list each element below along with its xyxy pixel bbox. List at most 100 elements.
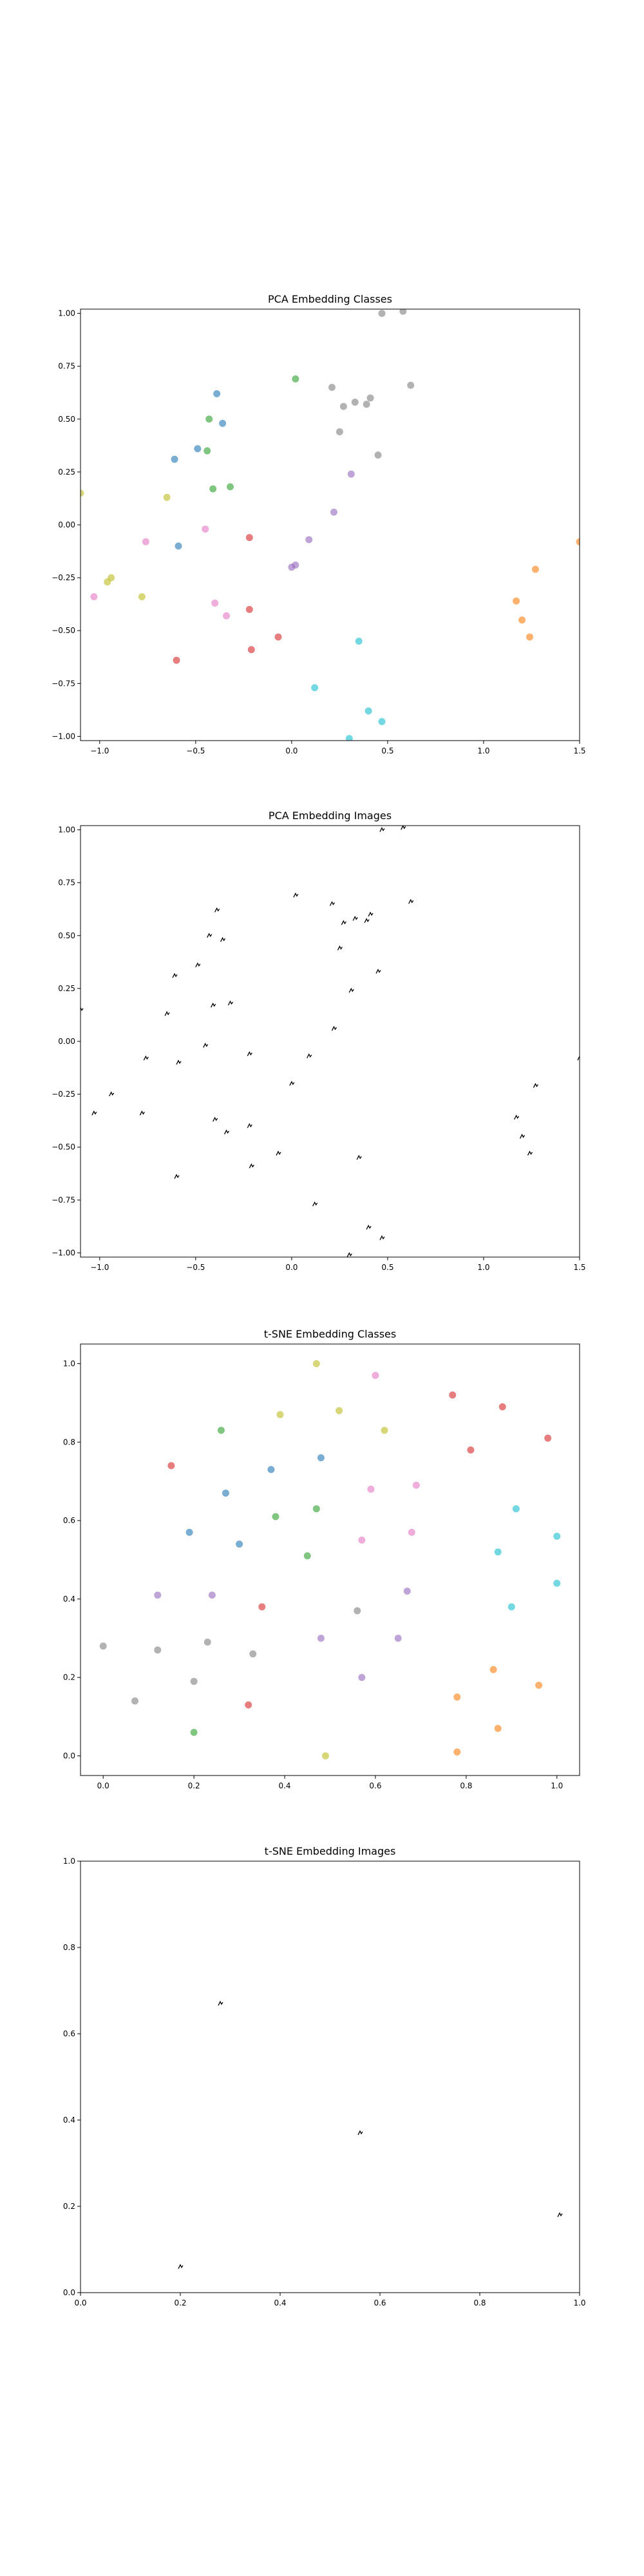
image-marker-glyph (80, 1007, 84, 1012)
x-tick-label: 0.4 (278, 1781, 290, 1790)
data-point (494, 1725, 502, 1732)
data-point (507, 1603, 515, 1611)
data-point (453, 1693, 461, 1701)
data-point (142, 538, 149, 545)
image-marker (368, 911, 374, 917)
image-marker-glyph (346, 1252, 352, 1257)
image-marker (357, 2130, 363, 2136)
data-point (553, 1532, 561, 1540)
data-point (403, 1587, 411, 1595)
data-point (202, 526, 209, 533)
data-point (412, 1481, 420, 1489)
image-marker (207, 933, 213, 938)
image-marker-glyph (312, 1201, 318, 1207)
image-marker-glyph (329, 901, 336, 906)
data-point (351, 399, 359, 406)
image-marker-glyph (276, 1150, 281, 1156)
data-point (312, 1505, 320, 1513)
image-marker (91, 1110, 97, 1115)
image-marker (213, 1117, 218, 1122)
image-marker-glyph (307, 1053, 312, 1059)
image-marker (203, 1043, 209, 1048)
data-point (317, 1454, 325, 1462)
y-tick-label: 0.00 (58, 1037, 75, 1046)
data-point (321, 1752, 329, 1760)
image-marker-glyph (337, 945, 343, 951)
x-tick-label: 0.2 (174, 2298, 186, 2307)
y-tick-label: 0.2 (63, 1673, 75, 1682)
image-marker-glyph (331, 1025, 337, 1031)
data-point (367, 1485, 375, 1493)
chart-title: t-SNE Embedding Images (265, 1845, 396, 1857)
image-marker-glyph (174, 1173, 180, 1179)
image-marker-glyph (356, 1155, 362, 1160)
image-marker-glyph (172, 972, 178, 978)
image-marker (289, 1081, 295, 1086)
image-marker (220, 936, 226, 942)
data-point (245, 534, 253, 542)
image-marker (218, 2000, 223, 2006)
data-point (245, 1701, 252, 1709)
y-tick-label: 0.2 (63, 2202, 75, 2211)
image-marker (557, 2211, 563, 2217)
x-tick-label: 0.0 (285, 1263, 298, 1272)
x-tick-label: 0.5 (381, 1263, 393, 1272)
data-point (190, 1678, 198, 1685)
x-tick-label: 0.6 (369, 1781, 381, 1790)
data-point (355, 638, 363, 645)
data-point (336, 428, 343, 435)
image-marker (247, 1051, 252, 1056)
image-marker (408, 898, 414, 904)
image-marker-glyph (348, 987, 354, 993)
data-point (288, 564, 296, 571)
image-marker-glyph (220, 936, 226, 942)
image-marker (577, 1055, 580, 1061)
data-point (211, 600, 219, 607)
chart-points (80, 309, 580, 741)
image-marker (379, 827, 385, 832)
image-marker (519, 1133, 526, 1139)
data-point (453, 1748, 461, 1756)
image-marker-glyph (293, 892, 299, 898)
image-marker (109, 1091, 115, 1097)
image-marker-glyph (214, 907, 220, 913)
data-point (512, 1505, 520, 1513)
image-marker-glyph (247, 1051, 252, 1056)
x-tick-label: 0.8 (473, 2298, 486, 2307)
data-point (276, 1411, 284, 1419)
image-marker (178, 2264, 184, 2269)
data-point (363, 401, 370, 408)
data-point (498, 1403, 506, 1410)
image-marker-glyph (341, 920, 346, 925)
image-marker (312, 1201, 318, 1207)
x-tick-label: −0.5 (186, 1263, 205, 1272)
chart-points (99, 1359, 561, 1760)
data-point (317, 1634, 325, 1642)
data-point (175, 542, 182, 550)
chart-points (178, 2000, 563, 2269)
data-point (366, 394, 374, 402)
chart-4: t-SNE Embedding Images 0.0 0.2 0.4 0.6 0.8 1.0… (63, 1845, 586, 2307)
y-tick-label: −1.00 (52, 732, 75, 741)
data-point (204, 1638, 211, 1646)
image-marker (364, 918, 370, 923)
data-point (339, 402, 347, 410)
x-tick-label: 1.5 (573, 746, 585, 755)
x-tick-label: −0.5 (186, 746, 205, 755)
image-marker (352, 916, 358, 921)
x-tick-label: 1.5 (573, 1263, 585, 1272)
y-tick-label: 0.50 (58, 415, 75, 424)
image-marker (533, 1083, 538, 1088)
data-point (163, 493, 171, 501)
data-point (272, 1513, 279, 1520)
x-tick-label: 0.0 (74, 2298, 86, 2307)
image-marker (195, 962, 201, 968)
image-marker (356, 1155, 362, 1160)
data-point (407, 381, 415, 389)
y-tick-label: 1.0 (63, 1857, 75, 1866)
data-point (494, 1548, 502, 1556)
data-point (219, 419, 227, 427)
data-point (513, 597, 520, 605)
image-marker-glyph (203, 1043, 209, 1048)
y-tick-label: 0.00 (58, 520, 75, 529)
